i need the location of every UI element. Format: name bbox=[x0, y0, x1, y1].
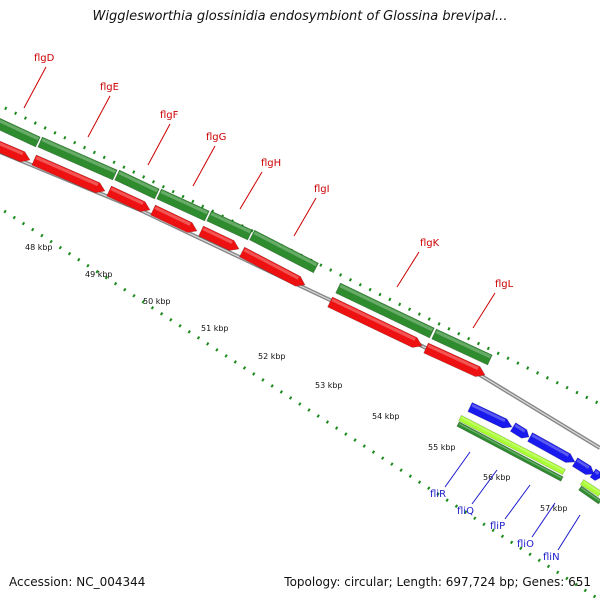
label-leader bbox=[239, 171, 263, 210]
label-leader bbox=[147, 123, 171, 166]
gene-label-flgH: flgH bbox=[261, 158, 281, 169]
forward-gene-block bbox=[156, 188, 210, 222]
reverse-gene-block bbox=[423, 342, 486, 377]
label-leader bbox=[293, 197, 317, 237]
reverse-gene-block bbox=[198, 225, 240, 251]
gene-label-flgF: flgF bbox=[160, 110, 179, 121]
light-green-block bbox=[458, 414, 566, 476]
label-leader bbox=[23, 66, 47, 109]
reverse-gene-block bbox=[327, 296, 423, 348]
label-leader bbox=[87, 95, 111, 138]
forward-gene-block bbox=[37, 136, 118, 181]
label-leader bbox=[531, 502, 556, 538]
gene-label-flgL: flgL bbox=[495, 279, 514, 290]
forward-gene-block bbox=[0, 116, 41, 148]
gene-label-fliP: fliP bbox=[490, 521, 505, 532]
gene-label-fliN: fliN bbox=[543, 552, 560, 563]
feature-blocks bbox=[0, 116, 600, 505]
scale-label: 52 kbp bbox=[258, 352, 286, 361]
gene-labels: flgD flgE flgF flgG flgH flgI flgK flgL 48 kbp 49… bbox=[23, 53, 581, 563]
label-leader bbox=[192, 145, 216, 187]
blue-gene-block bbox=[467, 402, 513, 429]
map-title: Wigglesworthia glossinidia endosymbiont … bbox=[92, 9, 508, 24]
reverse-gene-block bbox=[31, 154, 106, 194]
blue-gene-block bbox=[509, 422, 530, 439]
gene-label-flgE: flgE bbox=[100, 82, 119, 93]
green-gene-block bbox=[456, 421, 564, 482]
scale-label: 51 kbp bbox=[201, 324, 229, 333]
forward-gene-block bbox=[206, 210, 253, 241]
forward-gene-block bbox=[114, 169, 160, 200]
gene-label-fliQ: fliQ bbox=[457, 506, 474, 517]
scale-label: 56 kbp bbox=[483, 473, 511, 482]
blue-gene-block bbox=[527, 432, 576, 463]
label-leader bbox=[444, 451, 471, 488]
reverse-gene-block bbox=[239, 246, 306, 287]
gene-label-fliO: fliO bbox=[517, 539, 534, 550]
scale-label: 50 kbp bbox=[143, 297, 171, 306]
blue-gene-block bbox=[589, 468, 600, 481]
accession-label: Accession: NC_004344 bbox=[9, 575, 146, 589]
scale-label: 57 kbp bbox=[540, 504, 568, 513]
label-leader bbox=[504, 484, 531, 520]
gene-label-flgI: flgI bbox=[314, 184, 330, 195]
light-green-block bbox=[579, 479, 600, 497]
label-leader bbox=[471, 469, 498, 505]
blue-gene-block bbox=[571, 457, 595, 475]
tick-marks bbox=[0, 103, 600, 600]
genome-summary: Topology: circular; Length: 697,724 bp; … bbox=[284, 575, 591, 589]
label-leader bbox=[396, 251, 420, 288]
scale-label: 54 kbp bbox=[372, 412, 400, 421]
green-gene-block bbox=[578, 485, 600, 505]
label-leader bbox=[557, 514, 581, 551]
gene-label-flgG: flgG bbox=[206, 132, 226, 143]
forward-gene-block bbox=[431, 328, 493, 366]
scale-label: 48 kbp bbox=[25, 243, 53, 252]
reverse-gene-block bbox=[106, 185, 151, 212]
gene-label-flgK: flgK bbox=[420, 238, 440, 249]
reverse-gene-block bbox=[150, 204, 198, 233]
scale-label: 49 kbp bbox=[85, 270, 113, 279]
gene-label-flgD: flgD bbox=[34, 53, 55, 64]
reverse-gene-block bbox=[0, 139, 31, 163]
label-leader bbox=[472, 292, 496, 329]
gene-label-fliR: fliR bbox=[430, 489, 446, 500]
scale-label: 53 kbp bbox=[315, 381, 343, 390]
forward-gene-block bbox=[335, 282, 435, 339]
scale-label: 55 kbp bbox=[428, 443, 456, 452]
forward-gene-block bbox=[249, 229, 319, 274]
